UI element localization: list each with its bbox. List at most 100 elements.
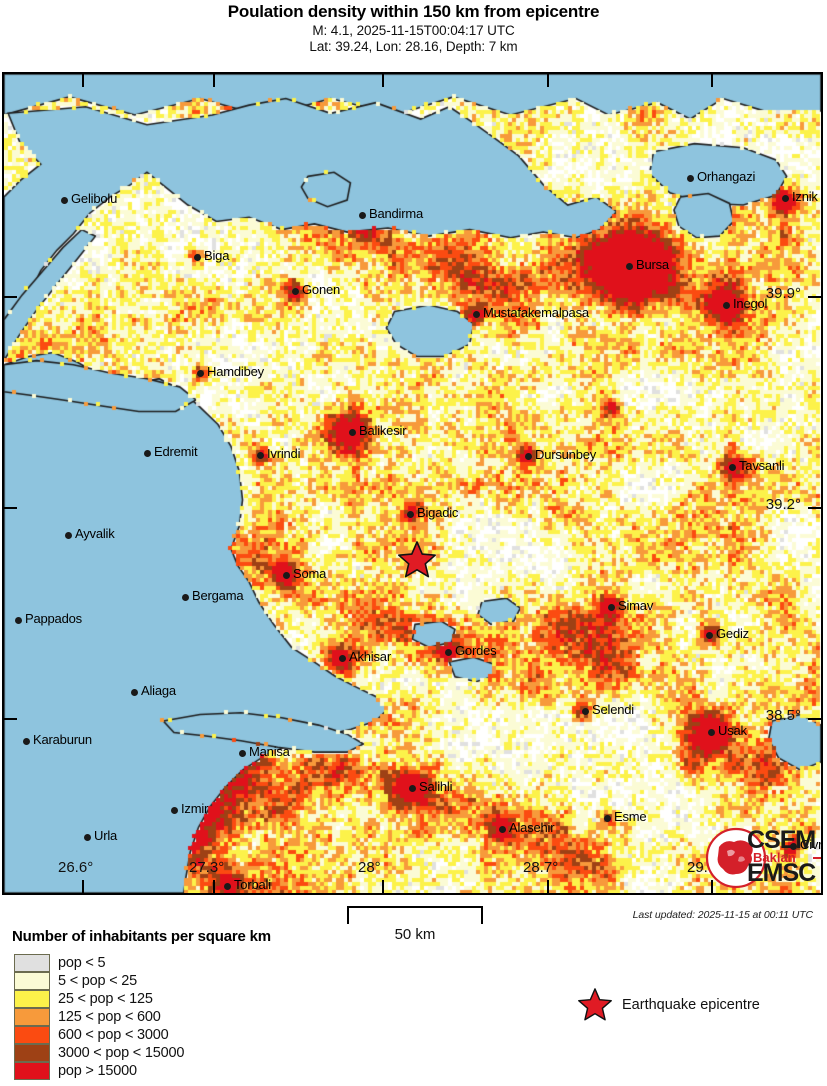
- city-label: Salihli: [419, 779, 453, 794]
- legend-swatch: [14, 990, 50, 1008]
- latitude-tick-left: [4, 296, 17, 298]
- legend-row: 25 < pop < 125: [14, 990, 184, 1008]
- city-label: Balikesir: [359, 423, 407, 438]
- city-label: Urla: [94, 828, 118, 843]
- scale-bar-label: 50 km: [394, 926, 436, 943]
- city-label: Torbali: [234, 877, 271, 892]
- city-label: Mustafakemalpasa: [483, 305, 589, 320]
- city-dot-icon: [408, 784, 416, 792]
- latitude-label: 39.9°: [765, 285, 801, 302]
- epicentre-star-marker[interactable]: [398, 541, 437, 583]
- legend-label: pop > 15000: [58, 1063, 137, 1079]
- city-dot-icon: [223, 882, 231, 890]
- legend-swatch: [14, 954, 50, 972]
- logo-rule: [813, 857, 821, 859]
- last-updated-text: Last updated: 2025-11-15 at 00:11 UTC: [632, 909, 813, 921]
- city-label: Manisa: [249, 744, 290, 759]
- city-dot-icon: [291, 287, 299, 295]
- city-dot-icon: [256, 451, 264, 459]
- city-dot-icon: [406, 510, 414, 518]
- city-dot-icon: [196, 369, 204, 377]
- longitude-tick-top: [547, 74, 549, 87]
- longitude-label: 28°: [358, 859, 381, 876]
- longitude-tick-top: [382, 74, 384, 87]
- legend-title: Number of inhabitants per square km: [12, 928, 271, 945]
- city-label: Edremit: [154, 444, 198, 459]
- city-label: Iznik: [792, 189, 818, 204]
- city-dot-icon: [686, 174, 694, 182]
- city-label: Selendi: [592, 702, 634, 717]
- longitude-tick-top: [711, 74, 713, 87]
- city-dot-icon: [193, 253, 201, 261]
- latitude-tick-left: [4, 718, 17, 720]
- city-label: Simav: [618, 598, 654, 613]
- logo-region-text: Baklan: [753, 850, 796, 865]
- city-label: Gonen: [302, 282, 341, 297]
- latitude-tick-left: [4, 507, 17, 509]
- city-dot-icon: [60, 196, 68, 204]
- population-density-map[interactable]: 26.6° 27.3° 28° 28.7° 29.4° 39.9° 39.2° 38.5° G…: [2, 72, 823, 895]
- latitude-label: 38.5°: [765, 707, 801, 724]
- star-icon: [398, 541, 437, 578]
- logo-emsc-text: EMSC: [747, 859, 816, 887]
- longitude-label: 26.6°: [58, 859, 94, 876]
- latitude-label: 39.2°: [765, 496, 801, 513]
- legend-label: 25 < pop < 125: [58, 991, 153, 1007]
- city-label: Orhangazi: [697, 169, 756, 184]
- city-dot-icon: [722, 301, 730, 309]
- longitude-tick-top: [82, 74, 84, 87]
- latitude-tick: [808, 718, 821, 720]
- city-dot-icon: [83, 833, 91, 841]
- city-label: Bigadic: [417, 505, 459, 520]
- city-dot-icon: [625, 262, 633, 270]
- city-dot-icon: [472, 310, 480, 318]
- city-dot-icon: [498, 825, 506, 833]
- city-label: Akhisar: [349, 649, 391, 664]
- city-label: Inegol: [733, 296, 768, 311]
- longitude-label: 27.3°: [189, 859, 225, 876]
- city-dot-icon: [524, 452, 532, 460]
- page-title: Poulation density within 150 km from epi…: [227, 2, 600, 21]
- city-label: Bursa: [636, 257, 669, 272]
- city-dot-icon: [444, 648, 452, 656]
- city-dot-icon: [238, 749, 246, 757]
- legend-label: 3000 < pop < 15000: [58, 1045, 185, 1061]
- legend-epicentre-label: Earthquake epicentre: [622, 996, 760, 1013]
- scale-bar: [347, 906, 483, 924]
- city-dot-icon: [64, 531, 72, 539]
- globe-icon: [705, 827, 767, 889]
- legend-label: pop < 5: [58, 955, 106, 971]
- legend-label: 125 < pop < 600: [58, 1009, 161, 1025]
- city-label: Gediz: [716, 626, 749, 641]
- latitude-tick: [808, 507, 821, 509]
- map-raster: [4, 74, 821, 893]
- legend-epicentre-key: Earthquake epicentre: [578, 988, 760, 1021]
- event-magnitude-time: M: 4.1, 2025-11-15T00:04:17 UTC: [312, 23, 515, 38]
- city-label: Tavsanli: [739, 458, 785, 473]
- legend-row: pop > 15000: [14, 1062, 184, 1080]
- city-label: Alasehir: [509, 820, 555, 835]
- longitude-tick: [547, 880, 549, 893]
- header: Poulation density within 150 km from epi…: [0, 0, 827, 72]
- legend-swatch: [14, 1044, 50, 1062]
- city-dot-icon: [338, 654, 346, 662]
- city-dot-icon: [705, 631, 713, 639]
- csem-emsc-logo: CSEM Baklan EMSC: [705, 825, 821, 891]
- legend-label: 5 < pop < 25: [58, 973, 138, 989]
- legend-swatch: [14, 1008, 50, 1026]
- legend-row: pop < 5: [14, 954, 184, 972]
- city-label: Bergama: [192, 588, 244, 603]
- city-dot-icon: [130, 688, 138, 696]
- city-label: Aliaga: [141, 683, 176, 698]
- longitude-tick: [213, 880, 215, 893]
- city-dot-icon: [707, 728, 715, 736]
- legend-swatch: [14, 972, 50, 990]
- longitude-tick-top: [213, 74, 215, 87]
- city-dot-icon: [14, 616, 22, 624]
- city-label: Esme: [614, 809, 647, 824]
- city-dot-icon: [282, 571, 290, 579]
- city-dot-icon: [728, 463, 736, 471]
- city-label: Pappados: [25, 611, 82, 626]
- legend-list: pop < 5 5 < pop < 25 25 < pop < 125 125 < p…: [14, 954, 184, 1080]
- city-dot-icon: [789, 842, 797, 850]
